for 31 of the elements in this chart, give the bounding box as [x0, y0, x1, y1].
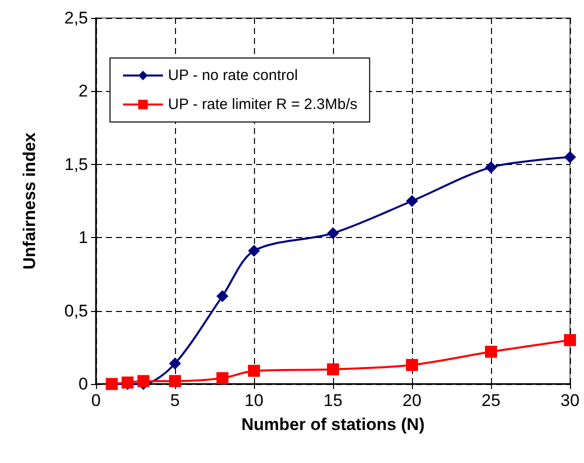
x-tick-label: 10	[244, 391, 264, 410]
y-tick-label: 0,5	[64, 301, 88, 320]
x-tick-label: 20	[402, 391, 422, 410]
point	[327, 227, 339, 240]
legend-label: UP - rate limiter R = 2.3Mb/s	[168, 96, 358, 113]
y-tick-label: 1	[78, 228, 88, 248]
point	[169, 358, 181, 370]
point	[327, 363, 339, 376]
x-tick-label: 5	[170, 391, 180, 410]
y-axis-title: Unfairness index	[20, 132, 39, 270]
point	[248, 244, 260, 257]
point	[248, 364, 260, 377]
point	[406, 195, 418, 207]
point	[564, 334, 576, 346]
y-tick-label: 0	[78, 374, 88, 394]
y-tick-label: 1,5	[64, 154, 88, 174]
point	[485, 161, 497, 174]
point	[169, 375, 181, 388]
legend-label: UP - no rate control	[168, 67, 298, 84]
point	[216, 372, 228, 384]
x-axis-title: Number of stations (N)	[241, 415, 425, 434]
x-tick-label: 0	[91, 391, 101, 410]
point	[485, 346, 497, 358]
point	[406, 358, 418, 371]
x-tick-label: 30	[560, 391, 580, 410]
y-tick-label: 2	[78, 82, 88, 101]
point	[564, 151, 576, 164]
y-tick-label: 2,5	[64, 8, 88, 28]
point	[216, 290, 228, 302]
x-tick-label: 15	[324, 391, 342, 410]
x-tick-label: 25	[482, 391, 500, 410]
